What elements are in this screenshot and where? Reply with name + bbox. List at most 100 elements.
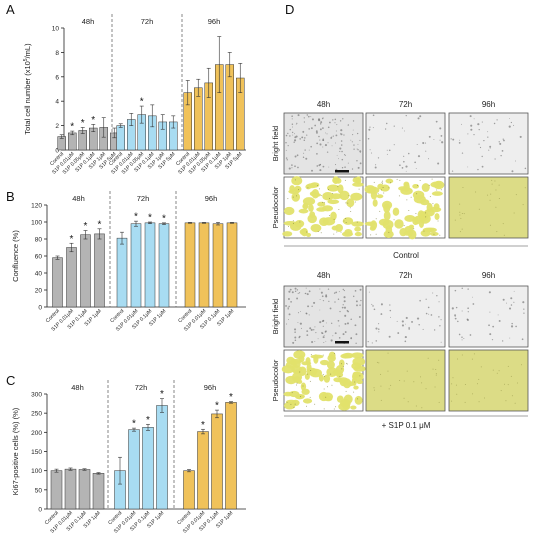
group-label-48h: 48h [82, 17, 95, 26]
confluent-patch [431, 191, 443, 196]
confluent-patch [328, 351, 336, 360]
significance-star: * [146, 415, 150, 426]
cell-speck [325, 322, 327, 324]
cell-speck [335, 291, 338, 294]
cell-speck [340, 140, 343, 142]
cell-speck [291, 291, 294, 294]
cell-speck [441, 141, 444, 144]
confluent-patch [307, 214, 317, 224]
confluent-patch [346, 381, 356, 387]
confluent-patch [283, 401, 296, 410]
bright-field-image [448, 112, 529, 175]
cell-speck [328, 197, 330, 199]
cell-speck [305, 287, 307, 289]
cell-speck [378, 323, 380, 325]
confluent-patch [344, 228, 353, 236]
cell-speck [427, 158, 430, 160]
cell-speck [425, 388, 427, 390]
cell-speck [288, 313, 291, 316]
time-label: 96h [482, 100, 495, 109]
cell-speck [338, 325, 340, 327]
cell-speck [422, 141, 425, 145]
cell-speck [380, 385, 382, 387]
cell-speck [315, 130, 318, 133]
cell-speck [308, 314, 310, 316]
bright-field-image [365, 285, 446, 348]
y-tick-label: 150 [31, 449, 42, 456]
cell-speck [460, 217, 462, 219]
y-tick-label: 2 [55, 123, 59, 130]
cell-speck [299, 138, 301, 140]
cell-speck [499, 142, 502, 145]
cell-speck [333, 292, 336, 294]
cell-speck [380, 189, 382, 191]
cell-speck [381, 181, 383, 183]
cell-speck [336, 154, 338, 156]
cell-speck [340, 133, 343, 136]
cell-speck [344, 166, 346, 168]
cell-speck [371, 303, 373, 305]
cell-speck [338, 209, 340, 211]
confluent-patch [420, 229, 431, 237]
cell-speck [338, 291, 340, 293]
cell-speck [403, 397, 405, 399]
cell-speck [390, 384, 392, 386]
cell-speck [286, 401, 288, 403]
cell-speck [472, 303, 475, 305]
significance-star: * [160, 389, 164, 400]
cell-speck [478, 128, 480, 131]
cell-speck [288, 225, 290, 227]
confluent-patch [434, 213, 440, 221]
cell-speck [501, 149, 504, 152]
cell-speck [503, 234, 505, 236]
confluent-patch [291, 192, 300, 202]
cell-speck [311, 305, 313, 308]
confluent-patch [352, 182, 364, 187]
cell-speck [424, 142, 427, 144]
cell-speck [491, 339, 494, 341]
panel-label: D [285, 2, 294, 17]
cell-speck [287, 306, 289, 308]
cell-speck [345, 202, 347, 204]
cell-speck [303, 117, 305, 119]
cell-speck [334, 332, 337, 335]
cell-speck [505, 400, 507, 402]
cell-speck [352, 120, 355, 122]
cell-speck [452, 138, 455, 141]
cell-speck [408, 327, 411, 330]
cell-speck [309, 396, 311, 398]
cell-speck [472, 296, 473, 298]
group-label-96h: 96h [204, 383, 217, 392]
cell-speck [433, 139, 435, 140]
cell-speck [291, 123, 294, 126]
cell-speck [416, 143, 418, 146]
cell-speck [515, 194, 517, 196]
cell-speck [388, 388, 390, 390]
cell-speck [340, 129, 343, 132]
cell-speck [337, 298, 340, 300]
cell-speck [322, 325, 324, 327]
confluent-patch [339, 359, 345, 368]
cell-speck [454, 317, 457, 320]
cell-speck [375, 340, 378, 342]
cell-speck [308, 290, 311, 293]
time-label: 72h [399, 100, 412, 109]
cell-speck [322, 336, 325, 339]
cell-speck [296, 384, 298, 386]
cell-speck [407, 401, 409, 403]
confluent-patch [394, 219, 404, 229]
cell-speck [459, 203, 461, 205]
confluent-patch [300, 382, 307, 391]
cell-speck [323, 388, 325, 390]
cell-speck [340, 144, 343, 146]
cell-speck [326, 386, 328, 388]
cell-speck [343, 289, 345, 292]
cell-speck [386, 149, 388, 151]
cell-speck [462, 187, 464, 189]
cell-speck [467, 311, 469, 313]
cell-speck [496, 231, 498, 233]
cell-speck [390, 182, 392, 184]
bar [52, 257, 63, 308]
cell-speck [346, 309, 349, 312]
y-tick-label: 8 [55, 50, 59, 57]
